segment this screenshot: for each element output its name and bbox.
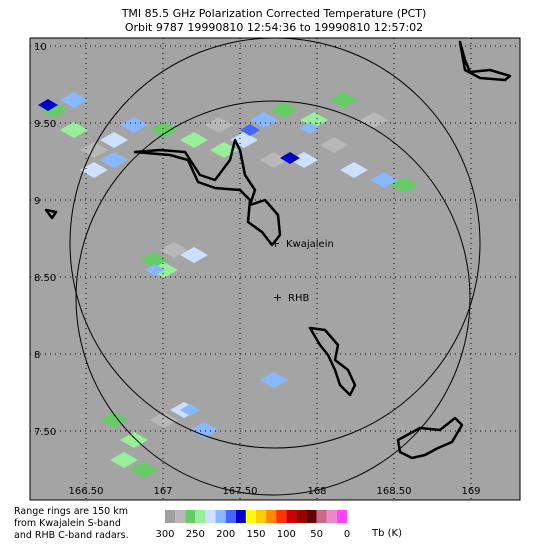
pct-patch xyxy=(150,412,178,428)
lat-label: 9.50 xyxy=(34,119,56,130)
pct-patch xyxy=(120,117,148,133)
pct-patch xyxy=(130,462,158,478)
lon-label: 167 xyxy=(153,486,172,497)
colorbar-swatch xyxy=(235,510,246,523)
colorbar-swatch xyxy=(215,510,226,523)
colorbar-swatch xyxy=(336,510,347,523)
station-marker: + xyxy=(273,291,282,304)
colorbar-swatch xyxy=(296,510,307,523)
pct-patch xyxy=(100,132,128,148)
pct-patch xyxy=(110,452,138,468)
station-marker: + xyxy=(271,237,280,250)
range-ring-kwajalein xyxy=(69,38,481,449)
note-line: Range rings are 150 km xyxy=(14,506,128,517)
pct-patch xyxy=(360,112,388,128)
note-line: from Kwajalein S-band xyxy=(14,518,121,529)
graticule xyxy=(30,38,520,500)
pct-patch xyxy=(38,99,58,111)
pct-field xyxy=(38,92,418,478)
lon-label: 169 xyxy=(461,486,480,497)
pct-patch xyxy=(150,122,178,138)
colorbar-tick-label: 250 xyxy=(186,529,205,540)
colorbar-tick-label: 50 xyxy=(310,529,323,540)
colorbar-swatch xyxy=(256,510,267,523)
lon-label: 168 xyxy=(307,486,326,497)
island xyxy=(396,416,464,460)
lon-label: 168.50 xyxy=(377,486,412,497)
pct-patch xyxy=(205,117,233,133)
colorbar-swatch xyxy=(165,510,176,523)
pct-patch xyxy=(290,152,318,168)
colorbar: 300 250 200 150 100 50 0 xyxy=(155,510,350,540)
colorbar-tick-label: 100 xyxy=(277,529,296,540)
pct-patch xyxy=(80,162,108,178)
lat-label: 7.50 xyxy=(34,427,56,438)
pct-patch xyxy=(180,247,208,263)
pct-patch xyxy=(190,422,218,438)
pct-patch xyxy=(180,404,200,416)
pct-patch xyxy=(330,92,358,108)
station-label: RHB xyxy=(288,293,309,304)
pct-patch xyxy=(240,124,260,136)
colorbar-tick-label: 300 xyxy=(155,529,174,540)
subtitle: Orbit 9787 19990810 12:54:36 to 19990810… xyxy=(125,21,423,34)
pct-patch xyxy=(370,172,398,188)
lat-label: 8.50 xyxy=(34,273,56,284)
pct-patch xyxy=(180,132,208,148)
pct-patch xyxy=(300,122,320,134)
colorbar-swatch xyxy=(286,510,297,523)
colorbar-swatch xyxy=(205,510,216,523)
colorbar-tick-label: 0 xyxy=(344,529,350,540)
pct-patch xyxy=(260,152,288,168)
colorbar-swatch xyxy=(276,510,287,523)
colorbar-tick-label: 200 xyxy=(216,529,235,540)
lat-label: 10 xyxy=(34,42,47,53)
colorbar-swatch xyxy=(306,510,317,523)
pct-patch xyxy=(145,264,165,276)
pct-patch xyxy=(60,92,88,108)
lon-label: 167.50 xyxy=(223,486,258,497)
pct-patch xyxy=(280,152,300,164)
range-ring-rhb xyxy=(75,100,471,496)
pct-patch xyxy=(80,142,108,158)
colorbar-tick-label: 150 xyxy=(246,529,265,540)
island xyxy=(133,138,282,247)
map xyxy=(30,38,520,500)
pct-patch xyxy=(390,177,418,193)
lat-label: 9 xyxy=(34,196,40,207)
island xyxy=(308,326,357,397)
colorbar-swatch xyxy=(225,510,236,523)
colorbar-swatch xyxy=(266,510,277,523)
colorbar-swatch xyxy=(175,510,186,523)
pct-patch xyxy=(340,162,368,178)
colorbar-swatch xyxy=(185,510,196,523)
title: TMI 85.5 GHz Polarization Corrected Temp… xyxy=(121,7,427,20)
pct-patch xyxy=(270,102,298,118)
pct-patch xyxy=(320,137,348,153)
colorbar-units: Tb (K) xyxy=(371,528,402,539)
colorbar-swatch xyxy=(326,510,337,523)
note-line: and RHB C-band radars. xyxy=(14,530,129,541)
map-frame xyxy=(29,37,521,501)
pct-patch xyxy=(250,112,278,128)
station-label: Kwajalein xyxy=(286,239,334,250)
colorbar-swatch xyxy=(316,510,327,523)
pct-patch xyxy=(160,242,188,258)
pct-patch xyxy=(260,372,288,388)
pct-patch xyxy=(60,122,88,138)
lon-label: 166.50 xyxy=(69,486,104,497)
colorbar-swatch xyxy=(245,510,256,523)
pct-patch xyxy=(100,152,128,168)
island xyxy=(44,208,58,220)
lat-label: 8 xyxy=(34,350,40,361)
island xyxy=(458,40,512,82)
colorbar-swatch xyxy=(195,510,206,523)
